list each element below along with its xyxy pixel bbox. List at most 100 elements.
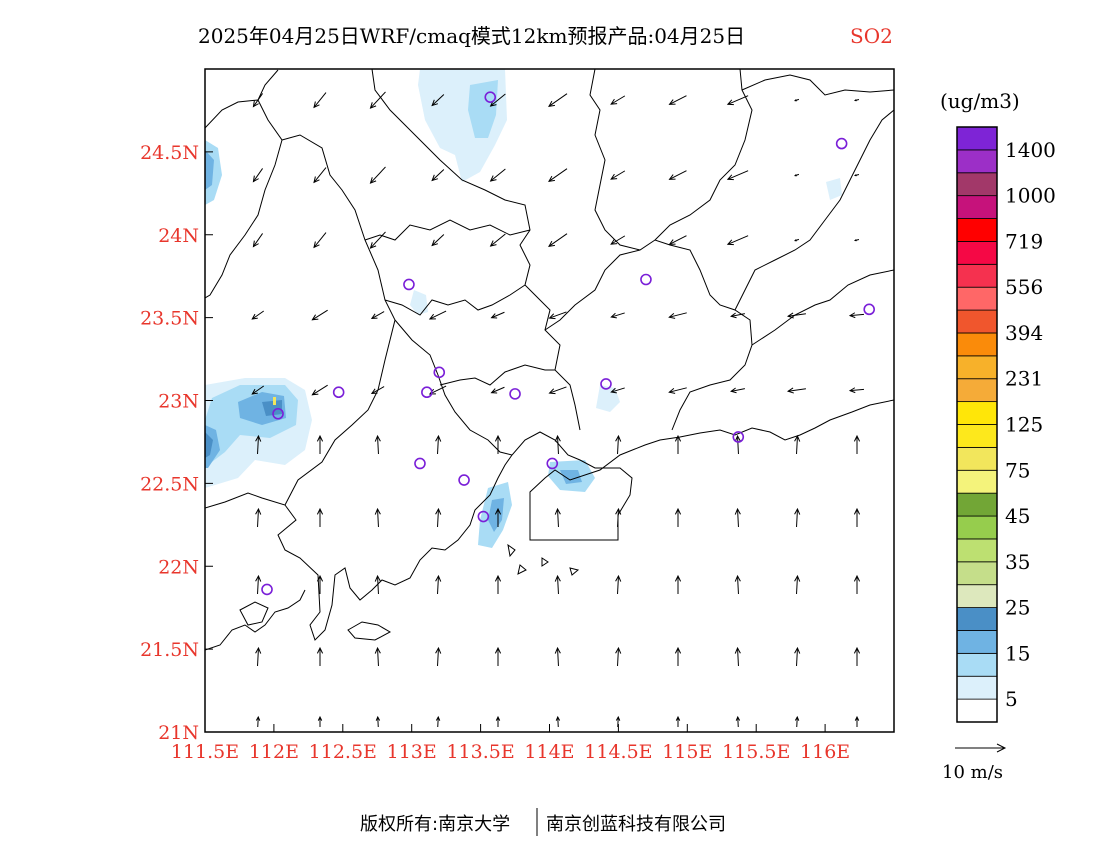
wind-arrow xyxy=(794,507,801,528)
wind-arrow xyxy=(489,233,506,247)
wind-arrow xyxy=(610,235,626,245)
lon-tick-label: 114E xyxy=(524,741,574,763)
wind-arrow xyxy=(369,166,386,184)
colorbar-swatch xyxy=(956,332,998,357)
colorbar-label: 231 xyxy=(1005,367,1043,391)
wind-arrow xyxy=(794,574,801,595)
wind-arrow xyxy=(490,311,505,319)
wind-arrow xyxy=(548,233,568,247)
wind-arrow xyxy=(848,387,865,394)
wind-arrow xyxy=(251,385,265,395)
wind-arrow xyxy=(786,312,806,319)
wind-arrow xyxy=(610,170,626,180)
lat-tick-label: 23.5N xyxy=(140,308,199,330)
colorbar-label: 35 xyxy=(1005,550,1030,574)
wind-arrow xyxy=(255,574,262,595)
wind-arrow xyxy=(495,715,501,727)
wind-arrow xyxy=(615,574,622,595)
lon-tick-label: 112E xyxy=(249,741,299,763)
wind-arrow xyxy=(674,434,682,454)
lon-tick-label: 112.5E xyxy=(309,741,377,763)
wind-arrow xyxy=(490,386,505,394)
lon-tick-label: 115E xyxy=(662,741,712,763)
wind-arrow xyxy=(674,507,682,527)
wind-arrow xyxy=(313,92,327,109)
colorbar-swatch xyxy=(956,424,998,448)
wind-arrow xyxy=(374,574,381,595)
wind-arrow xyxy=(489,168,506,182)
lat-tick-label: 24N xyxy=(158,225,199,247)
colorbar-swatch xyxy=(956,652,998,677)
colorbar-swatch xyxy=(956,149,998,174)
wind-arrow xyxy=(494,507,502,527)
wind-arrow xyxy=(735,715,741,728)
station-marker xyxy=(332,386,345,399)
colorbar-swatch xyxy=(956,446,998,471)
wind-arrow xyxy=(726,95,749,106)
station-marker xyxy=(433,366,446,379)
wind-arrow xyxy=(548,168,568,182)
wind-arrow xyxy=(794,173,800,177)
wind-arrow xyxy=(431,234,445,247)
wind-arrow xyxy=(431,94,445,107)
wind-arrow xyxy=(251,310,265,320)
wind-arrow xyxy=(428,310,447,320)
wind-arrow xyxy=(369,91,386,109)
map-content xyxy=(205,69,894,728)
colorbar-label: 556 xyxy=(1005,275,1043,299)
wind-arrow xyxy=(494,646,502,666)
colorbar-unit: (ug/m3) xyxy=(940,89,1020,113)
wind-arrow xyxy=(255,646,262,667)
wind-key-label: 10 m/s xyxy=(942,762,1003,783)
wind-arrow xyxy=(853,574,861,594)
wind-arrow xyxy=(734,507,741,528)
boundaries xyxy=(205,69,894,651)
colorbar-swatch xyxy=(956,172,998,197)
footer-copyright: 版权所有:南京大学 xyxy=(360,814,510,835)
wind-arrow xyxy=(794,646,801,667)
colorbar-swatch xyxy=(956,286,998,311)
wind-arrow xyxy=(853,434,861,454)
colorbar-swatch xyxy=(956,309,998,334)
lat-tick-label: 24.5N xyxy=(140,142,199,164)
wind-arrow xyxy=(794,434,801,455)
wind-arrow xyxy=(311,309,328,321)
colorbar-swatch xyxy=(956,607,998,631)
wind-arrow xyxy=(431,169,445,182)
wind-vectors xyxy=(251,91,865,728)
station-marker xyxy=(600,378,612,390)
wind-arrow xyxy=(794,98,800,102)
wind-arrow xyxy=(734,434,741,455)
wind-arrow xyxy=(848,312,865,319)
colorbar-label: 25 xyxy=(1005,596,1030,620)
colorbar-swatch xyxy=(956,515,998,540)
colorbar-swatch xyxy=(956,241,998,265)
wind-arrow xyxy=(726,235,749,246)
colorbar-swatch xyxy=(956,401,998,425)
wind-arrow xyxy=(435,434,442,455)
colorbar-label: 45 xyxy=(1005,504,1030,528)
wind-arrow xyxy=(853,507,861,527)
wind-arrow xyxy=(853,98,860,102)
wind-arrow xyxy=(435,646,442,667)
lon-tick-label: 113E xyxy=(387,741,437,763)
colorbar-label: 15 xyxy=(1005,641,1030,665)
wind-arrow xyxy=(316,646,324,666)
wind-arrow xyxy=(554,574,561,595)
pollutant-label: SO2 xyxy=(850,24,893,48)
station-marker xyxy=(261,583,273,596)
wind-arrow xyxy=(615,715,621,728)
wind-arrow xyxy=(615,646,622,667)
colorbar-label: 1000 xyxy=(1005,184,1056,208)
colorbar-label: 75 xyxy=(1005,458,1030,482)
wind-arrow xyxy=(548,93,568,107)
wind-arrow xyxy=(375,715,381,728)
lon-tick-label: 115.5E xyxy=(722,741,790,763)
figure-title: 2025年04月25日WRF/cmaq模式12km预报产品:04月25日 xyxy=(198,24,745,48)
wind-arrow xyxy=(435,574,442,595)
wind-arrow xyxy=(554,507,561,528)
wind-arrow xyxy=(854,715,860,727)
colorbar-swatch xyxy=(956,584,998,608)
wind-arrow xyxy=(374,646,381,667)
lat-tick-label: 22N xyxy=(158,556,199,578)
